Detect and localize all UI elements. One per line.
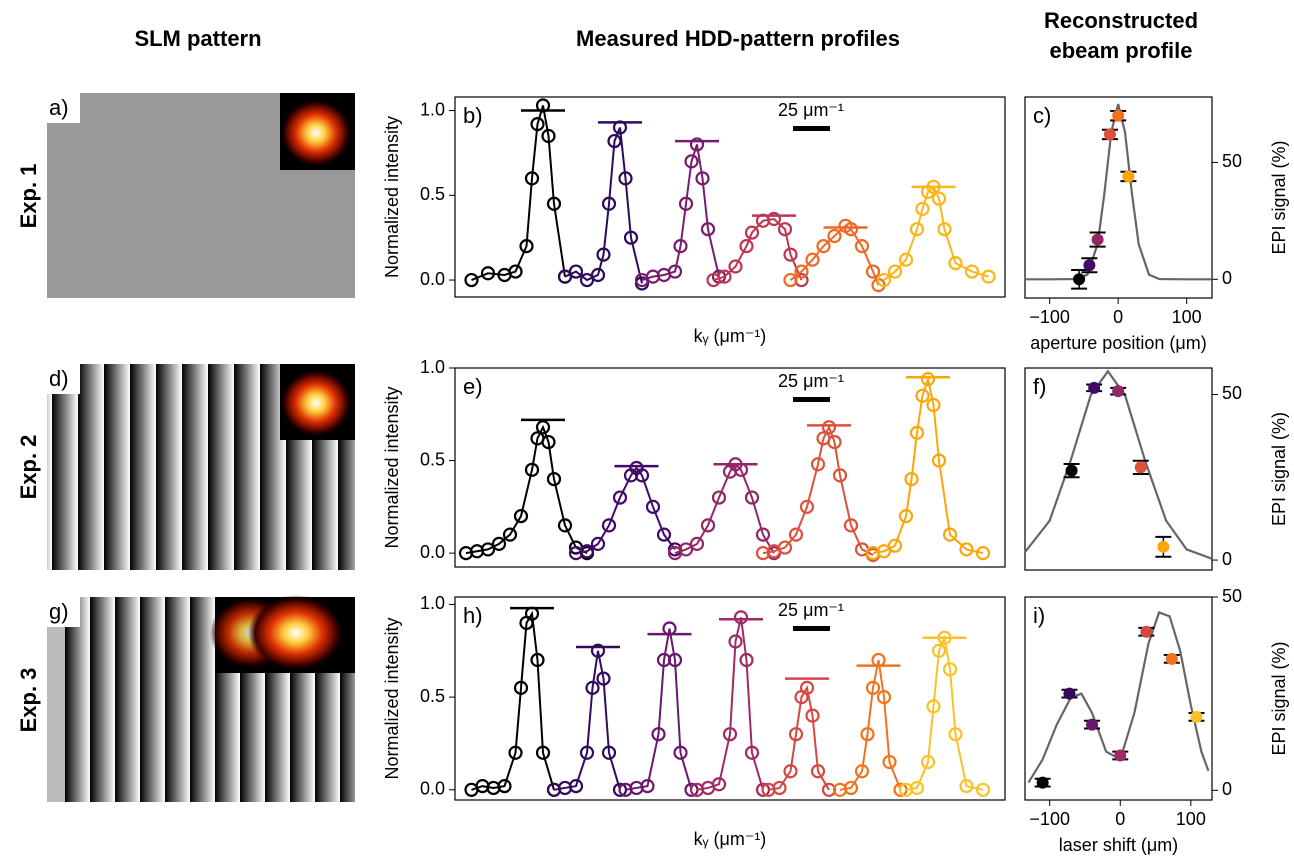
y-tick-label: 0.0 [420,779,445,799]
y-axis-label: EPI signal (%) [1269,641,1289,755]
profile-line [840,660,901,790]
data-point [1037,777,1049,789]
scale-bar [793,126,830,131]
plot-frame [455,597,1005,800]
y-tick-label: 0 [1222,779,1232,799]
data-point [1104,128,1116,140]
profile-line [906,638,983,790]
panel-letter: b) [463,103,483,128]
panel-letter: g) [49,599,69,624]
figure: a) d) g) SLM pattern Measured HDD-patter… [0,0,1294,860]
y-tick-label: 1.0 [420,357,445,377]
panel-letter: a) [49,95,69,120]
panel-letter: h) [463,603,483,628]
plot-frame [1025,597,1212,800]
data-point [1166,653,1178,665]
fit-curve [1025,104,1212,279]
y-tick-label: 0.0 [420,269,445,289]
data-point [1073,273,1085,285]
y-tick-label: 50 [1222,383,1242,403]
panel-letter: c) [1033,103,1051,128]
y-axis-label: EPI signal (%) [1269,412,1289,526]
row-label: Exp. 3 [16,668,41,733]
x-tick-label: −100 [1029,809,1070,829]
profile-line [642,144,719,280]
y-tick-label: 0 [1222,549,1232,569]
scale-bar [793,397,830,402]
data-point [1140,626,1152,638]
panel-letter: i) [1033,603,1045,628]
plot-frame [1025,368,1212,570]
data-point [1112,385,1124,397]
x-tick-label: 100 [1176,809,1206,829]
scale-bar-label: 25 μm⁻¹ [778,600,844,620]
fit-curve [1025,371,1212,558]
row-label: Exp. 1 [16,164,41,229]
data-point [1114,750,1126,762]
panel-letter: d) [49,366,69,391]
x-tick-label: 0 [1115,809,1125,829]
scale-bar-label: 25 μm⁻¹ [778,100,844,120]
beam-spot [280,99,352,167]
profile-line [626,629,692,790]
data-point [1083,259,1095,271]
x-axis-label: aperture position (μm) [1030,333,1206,353]
data-point [1086,719,1098,731]
x-axis-label: kᵧ (μm⁻¹) [694,326,767,346]
column-title: ebeam profile [1049,38,1192,63]
profile-line [472,614,555,790]
data-point [1122,170,1134,182]
panel-letter: e) [463,374,483,399]
panel-letter: f) [1033,374,1046,399]
y-tick-label: 1.0 [420,593,445,613]
scale-bar [793,626,830,631]
x-axis-label: laser shift (μm) [1059,835,1178,855]
x-axis-label: kᵧ (μm⁻¹) [694,829,767,849]
y-tick-label: 0.5 [420,184,445,204]
beam-spot [248,595,344,671]
profile-line [763,427,873,555]
plot-frame [1025,97,1212,298]
slm-edge [47,597,65,802]
y-axis-label: Normalized intensity [382,617,402,779]
y-axis-label: Normalized intensity [382,116,402,278]
row-label: Exp. 2 [16,435,41,500]
data-point [1190,711,1202,723]
y-tick-label: 0.0 [420,542,445,562]
profile-line [466,427,587,553]
y-tick-label: 0 [1222,268,1232,288]
data-point [1063,688,1075,700]
y-tick-label: 50 [1222,586,1242,606]
y-tick-label: 0.5 [420,686,445,706]
profile-line [554,651,620,790]
y-tick-label: 0.5 [420,449,445,469]
data-point [1112,110,1124,122]
x-tick-label: 0 [1113,307,1123,327]
y-tick-label: 1.0 [420,99,445,119]
column-title: SLM pattern [134,26,261,51]
data-point [1092,234,1104,246]
x-tick-label: 100 [1172,307,1202,327]
data-point [1066,465,1078,477]
scale-bar-label: 25 μm⁻¹ [778,371,844,391]
x-tick-label: −100 [1029,307,1070,327]
column-title: Measured HDD-pattern profiles [576,26,900,51]
data-point [1088,382,1100,394]
y-axis-label: Normalized intensity [382,386,402,548]
y-axis-label: EPI signal (%) [1269,140,1289,254]
y-tick-label: 50 [1222,151,1242,171]
column-title: Reconstructed [1044,8,1198,33]
slm-images: a) d) g) [47,93,355,802]
data-point [1135,461,1147,473]
beam-spot [280,369,352,437]
data-point [1157,541,1169,553]
